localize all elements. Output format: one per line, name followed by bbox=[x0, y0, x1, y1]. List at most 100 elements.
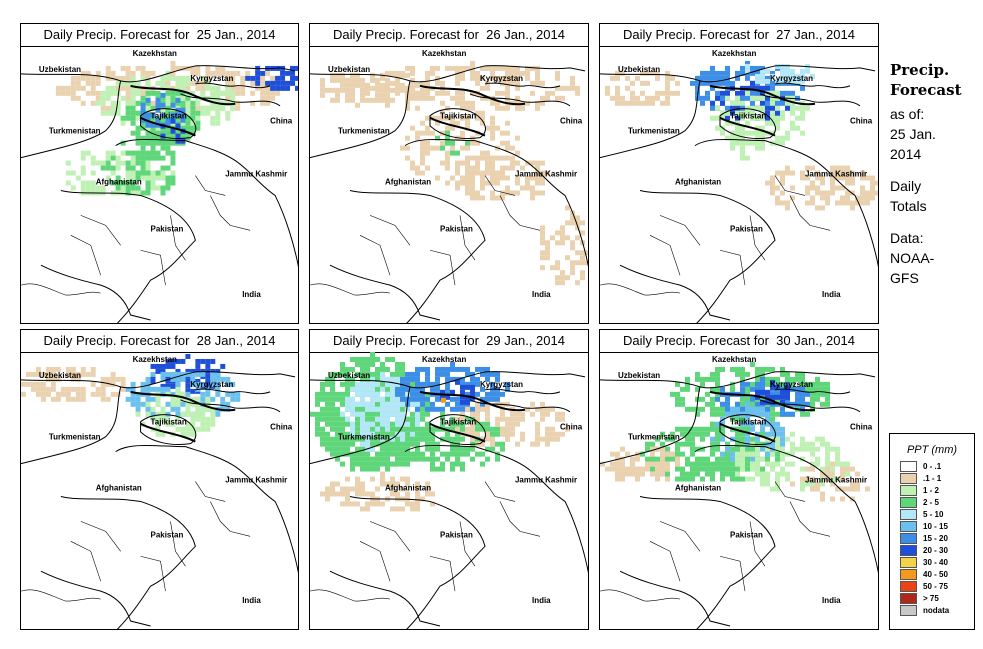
precip-cell bbox=[840, 496, 845, 502]
precip-cell bbox=[700, 376, 705, 382]
precip-cell bbox=[170, 70, 176, 76]
precip-cell bbox=[80, 366, 86, 372]
precip-cell bbox=[490, 120, 495, 126]
precip-cell bbox=[80, 85, 86, 91]
precip-cell bbox=[185, 110, 191, 116]
precip-cell bbox=[80, 100, 86, 106]
precip-cell bbox=[470, 384, 475, 390]
precip-cell bbox=[625, 75, 630, 81]
precip-cell bbox=[130, 155, 136, 161]
precip-cell bbox=[735, 90, 740, 96]
precip-cell bbox=[105, 65, 111, 71]
precip-cell bbox=[190, 396, 196, 402]
border-line bbox=[310, 371, 586, 389]
precip-cell bbox=[320, 491, 325, 497]
precip-cell bbox=[855, 471, 860, 477]
precip-cell bbox=[415, 436, 420, 442]
precip-cell bbox=[470, 446, 475, 452]
precip-cell bbox=[200, 411, 206, 417]
precip-cell bbox=[470, 185, 475, 191]
precip-cell bbox=[415, 406, 420, 412]
precip-cell bbox=[375, 486, 380, 492]
precip-cell bbox=[495, 105, 500, 111]
map-label-turkmenistan: Turkmenistan bbox=[628, 127, 680, 136]
precip-cell bbox=[800, 386, 805, 392]
precip-cell bbox=[440, 416, 445, 422]
precip-cell bbox=[325, 416, 330, 422]
precip-cell bbox=[190, 368, 196, 374]
precip-cell bbox=[70, 95, 76, 101]
precip-cell bbox=[165, 100, 171, 106]
precip-cell bbox=[475, 431, 480, 437]
precip-cell bbox=[390, 70, 395, 76]
precip-cell bbox=[475, 195, 480, 201]
border-line bbox=[21, 589, 101, 602]
precip-cell bbox=[435, 371, 440, 377]
precip-cell bbox=[340, 451, 345, 457]
precip-cell bbox=[180, 138, 186, 144]
precip-cell bbox=[745, 411, 750, 417]
precip-cell bbox=[385, 441, 390, 447]
precip-cell bbox=[770, 120, 775, 126]
precip-cell bbox=[585, 250, 588, 256]
precip-cell bbox=[795, 396, 800, 402]
precip-cell bbox=[365, 366, 370, 372]
precip-cell bbox=[375, 426, 380, 432]
precip-cell bbox=[800, 175, 805, 181]
precip-cell bbox=[360, 371, 365, 377]
precip-cell bbox=[490, 175, 495, 181]
precip-cell bbox=[720, 366, 725, 372]
precip-cell bbox=[270, 90, 276, 96]
precip-cell bbox=[735, 95, 740, 101]
map-label-kyrgyzstan: Kyrgyzstan bbox=[770, 74, 813, 83]
precip-cell bbox=[395, 426, 400, 432]
precip-cell bbox=[670, 90, 675, 96]
precip-cell bbox=[690, 441, 695, 447]
precip-cell bbox=[710, 376, 715, 382]
precip-cell bbox=[335, 441, 340, 447]
precip-cell bbox=[215, 376, 221, 382]
precip-cell bbox=[440, 145, 445, 151]
border-line bbox=[115, 444, 298, 574]
precip-cell bbox=[405, 65, 410, 71]
precip-cell bbox=[345, 77, 350, 83]
precip-cell bbox=[170, 105, 176, 111]
map-label-jammu-kashmir: Jammu Kashmir bbox=[225, 170, 287, 179]
precip-cell bbox=[435, 65, 440, 71]
precip-cell bbox=[160, 112, 166, 118]
precip-cell bbox=[70, 366, 76, 372]
precip-cell bbox=[450, 451, 455, 457]
precip-cell bbox=[455, 379, 460, 385]
precip-cell bbox=[735, 115, 740, 121]
legend-label: 15 - 20 bbox=[923, 533, 948, 543]
border-line bbox=[21, 386, 122, 465]
precip-cell bbox=[215, 391, 221, 397]
precip-cell bbox=[260, 85, 266, 91]
precip-cell bbox=[325, 486, 330, 492]
precip-cell bbox=[350, 411, 355, 417]
map-label-afghanistan: Afghanistan bbox=[96, 178, 142, 187]
precip-cell bbox=[815, 461, 820, 467]
precip-cell bbox=[825, 200, 830, 206]
precip-cell bbox=[465, 399, 470, 405]
precip-cell bbox=[315, 431, 320, 437]
precip-cell bbox=[135, 170, 141, 176]
precip-cell bbox=[740, 476, 745, 482]
precip-cell bbox=[695, 446, 700, 452]
precip-cell bbox=[160, 155, 166, 161]
precip-cell bbox=[545, 255, 550, 261]
precip-cell bbox=[355, 446, 360, 452]
precip-cell bbox=[135, 406, 141, 412]
precip-cell bbox=[710, 100, 715, 106]
precip-cell bbox=[90, 180, 96, 186]
precip-cell bbox=[540, 180, 545, 186]
precip-cell bbox=[405, 461, 410, 467]
precip-cell bbox=[490, 125, 495, 131]
precip-cell bbox=[125, 85, 131, 91]
precip-cell bbox=[570, 80, 575, 86]
precip-cell bbox=[150, 130, 156, 136]
precip-cell bbox=[185, 401, 191, 407]
precip-cell bbox=[125, 165, 131, 171]
precip-cell bbox=[735, 461, 740, 467]
precip-cell bbox=[215, 368, 221, 374]
